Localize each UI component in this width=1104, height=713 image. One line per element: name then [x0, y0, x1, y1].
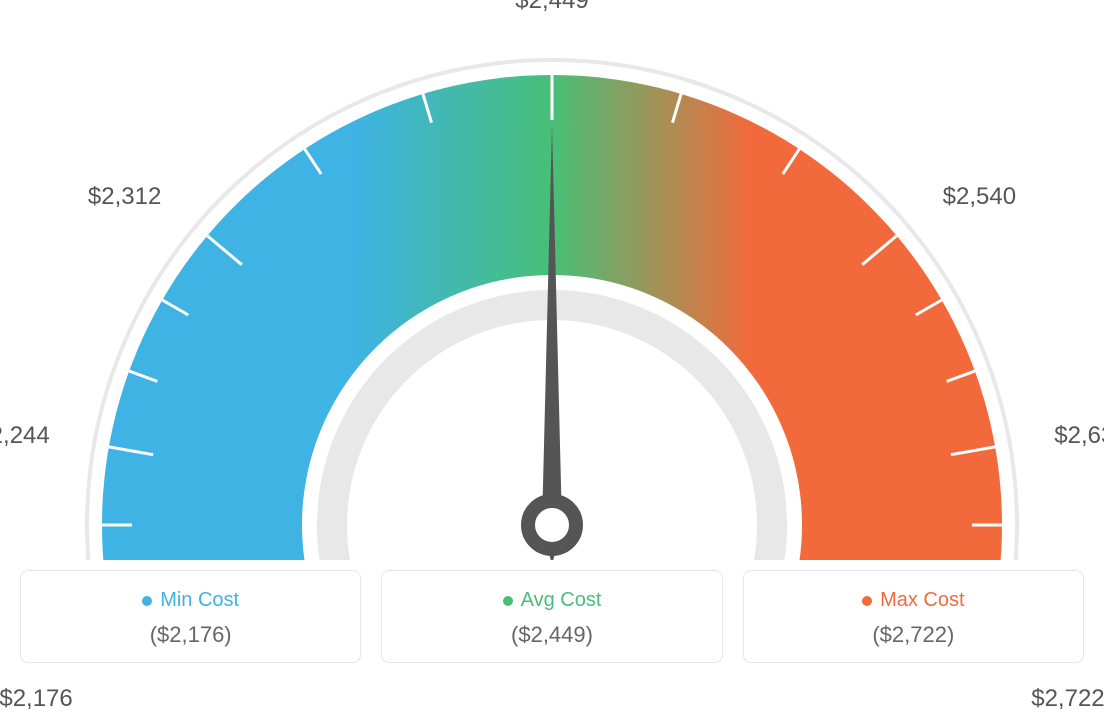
gauge-tick-label: $2,449	[515, 0, 588, 15]
avg-cost-value: ($2,449)	[392, 622, 711, 648]
gauge-tick-label: $2,631	[1054, 422, 1104, 450]
avg-cost-title: Avg Cost	[521, 589, 602, 612]
min-cost-card: Min Cost ($2,176)	[20, 570, 361, 663]
max-cost-dot-icon	[862, 596, 872, 606]
min-cost-title: Min Cost	[160, 589, 239, 612]
gauge-tick-label: $2,312	[88, 183, 161, 211]
max-cost-value: ($2,722)	[754, 622, 1073, 648]
min-cost-title-row: Min Cost	[142, 589, 239, 612]
max-cost-title: Max Cost	[880, 589, 964, 612]
avg-cost-dot-icon	[503, 596, 513, 606]
summary-cards: Min Cost ($2,176) Avg Cost ($2,449) Max …	[20, 570, 1084, 663]
gauge-svg	[20, 20, 1084, 560]
min-cost-value: ($2,176)	[31, 622, 350, 648]
gauge-tick-label: $2,244	[0, 422, 50, 450]
gauge-tick-label: $2,540	[943, 183, 1016, 211]
max-cost-title-row: Max Cost	[862, 589, 964, 612]
gauge-area: $2,176$2,244$2,312$2,449$2,540$2,631$2,7…	[20, 20, 1084, 560]
avg-cost-title-row: Avg Cost	[503, 589, 602, 612]
avg-cost-card: Avg Cost ($2,449)	[381, 570, 722, 663]
gauge-chart-container: $2,176$2,244$2,312$2,449$2,540$2,631$2,7…	[20, 20, 1084, 663]
max-cost-card: Max Cost ($2,722)	[743, 570, 1084, 663]
min-cost-dot-icon	[142, 596, 152, 606]
